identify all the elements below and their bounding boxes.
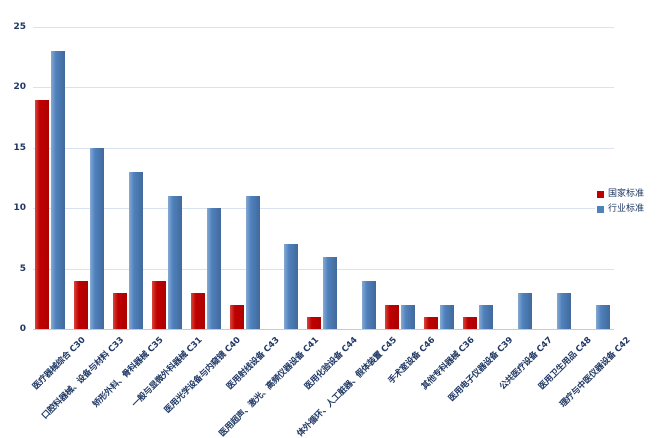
bar-industry-standard (206, 208, 221, 329)
bar-national-standard (190, 292, 205, 329)
legend-item-national-standard: 国家标准 (597, 187, 644, 202)
y-axis-tick-label: 0 (19, 324, 26, 334)
bar-national-standard (424, 316, 438, 329)
y-axis-tick-label: 20 (13, 82, 26, 92)
y-axis-tick-label: 10 (13, 203, 26, 213)
bar-industry-standard (89, 147, 104, 329)
bar-industry-standard (167, 196, 182, 329)
legend-swatch-national-standard (597, 191, 604, 198)
bar-industry-standard (323, 256, 338, 329)
bar-industry-standard (284, 244, 299, 329)
gridline (33, 27, 614, 28)
gridline (33, 208, 614, 209)
x-axis-category-label: 理疗与中医仪器设备 C42 (557, 335, 633, 410)
y-axis-tick-label: 5 (19, 264, 26, 274)
bar-industry-standard (51, 51, 65, 329)
bar-national-standard (229, 304, 244, 329)
bar-industry-standard (245, 196, 260, 329)
bar-national-standard (73, 280, 88, 329)
x-axis-line (33, 329, 614, 330)
x-axis-category-label: 矫形外科、骨科器械 C35 (91, 335, 166, 410)
bar-national-standard (385, 304, 400, 329)
bar-industry-standard (595, 304, 610, 329)
y-axis-tick-label: 25 (13, 22, 26, 32)
legend-label-national-standard: 国家标准 (608, 189, 645, 199)
x-axis-category-label: 一般与显微外科器械 C31 (129, 335, 205, 410)
bar-industry-standard (517, 292, 532, 329)
bar-national-standard (462, 316, 477, 329)
bar-national-standard (112, 292, 127, 329)
y-axis-tick-label: 15 (13, 143, 26, 153)
bar-industry-standard (362, 280, 377, 329)
bar-industry-standard (440, 304, 454, 329)
bar-national-standard (151, 280, 166, 329)
legend-label-industry-standard: 行业标准 (608, 204, 645, 214)
legend-swatch-industry-standard (597, 206, 604, 213)
bar-industry-standard (478, 304, 493, 329)
legend: 国家标准 行业标准 (595, 186, 647, 218)
bar-national-standard (307, 316, 322, 329)
bar-national-standard (35, 99, 49, 329)
legend-item-industry-standard: 行业标准 (597, 202, 644, 217)
gridline (33, 148, 614, 149)
bar-industry-standard (128, 172, 143, 329)
gridline (33, 87, 614, 88)
bar-industry-standard (401, 304, 416, 329)
bar-industry-standard (556, 292, 571, 329)
